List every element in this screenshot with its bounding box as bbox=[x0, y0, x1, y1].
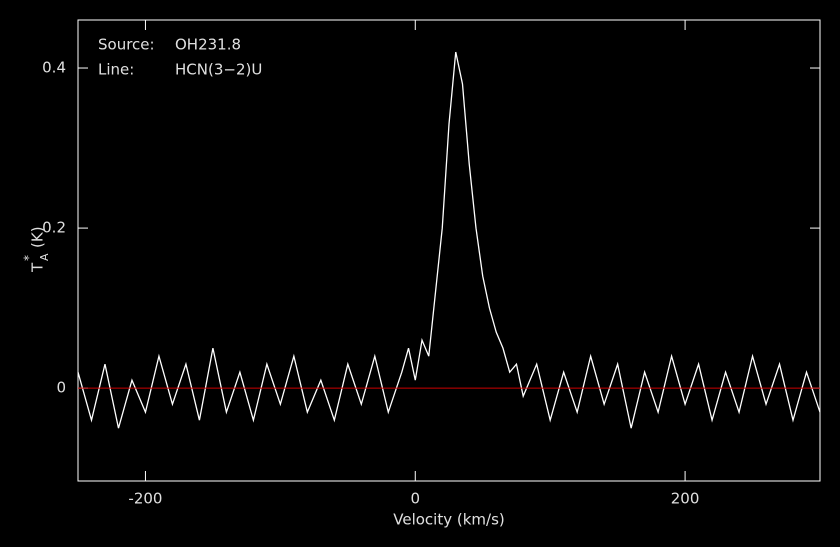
y-tick-label: 0.2 bbox=[42, 219, 66, 237]
y-label-unit: (K) bbox=[29, 226, 47, 248]
annotation-key: Source: bbox=[98, 36, 155, 54]
x-tick-label: 200 bbox=[671, 490, 700, 508]
y-axis-label: T * A (K) bbox=[22, 226, 52, 273]
annotation-text: OH231.8 bbox=[175, 36, 241, 54]
x-tick-label: -200 bbox=[128, 490, 162, 508]
plot-frame bbox=[77, 19, 821, 482]
y-label-main: T bbox=[29, 262, 47, 273]
annotation-text: HCN(3−2)U bbox=[175, 61, 262, 79]
x-tick-label: 0 bbox=[410, 490, 420, 508]
y-label-sup: * bbox=[22, 255, 36, 261]
spectrum-line bbox=[77, 51, 821, 429]
y-label-sub: A bbox=[38, 253, 51, 261]
y-tick-label: 0 bbox=[56, 379, 66, 397]
x-axis-label: Velocity (km/s) bbox=[393, 511, 504, 529]
annotation-key: Line: bbox=[98, 61, 134, 79]
y-tick-label: 0.4 bbox=[42, 59, 66, 77]
